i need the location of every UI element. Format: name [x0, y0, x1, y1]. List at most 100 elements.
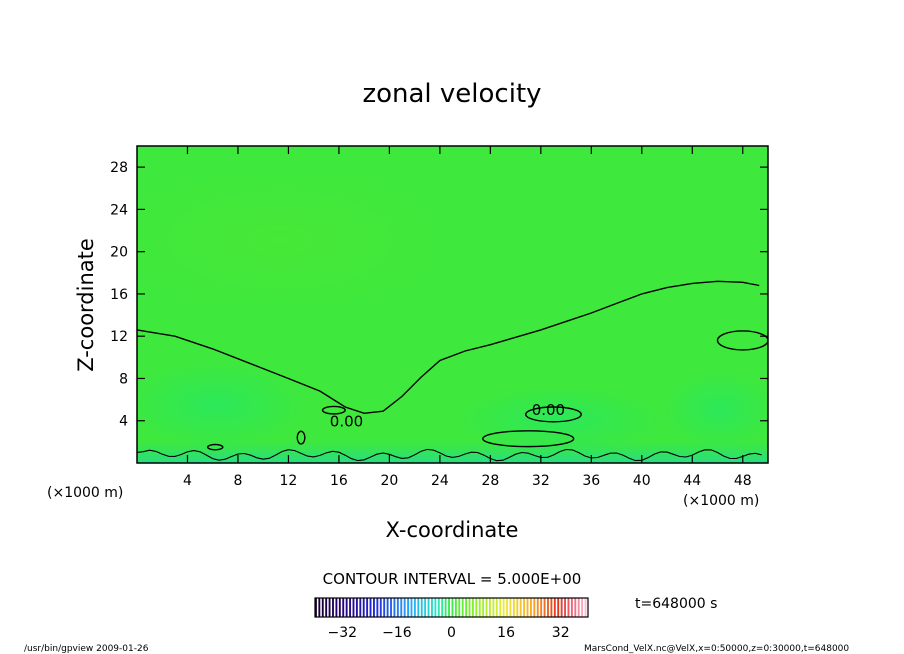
y-tick-label: 20: [110, 245, 128, 261]
colorbar-segment: [396, 598, 399, 617]
footer-right: MarsCond_VelX.nc@VelX,x=0:50000,z=0:3000…: [584, 644, 849, 654]
colorbar-segment: [321, 598, 324, 617]
y-tick-label: 4: [119, 414, 128, 430]
colorbar-segment: [516, 598, 519, 617]
colorbar-segment: [369, 598, 372, 617]
colorbar-segment: [529, 598, 532, 617]
colorbar-segment: [458, 598, 461, 617]
x-tick-label: 28: [481, 473, 499, 489]
contour-loop: [524, 406, 582, 423]
colorbar-segment: [485, 598, 488, 617]
contour-label: 0.00: [532, 401, 565, 419]
colorbar-segment: [495, 598, 498, 617]
colorbar-segment: [461, 598, 464, 617]
colorbar-segment: [553, 598, 556, 617]
time-label: t=648000 s: [635, 596, 717, 612]
colorbar-segment: [328, 598, 331, 617]
colorbar-segment: [502, 598, 505, 617]
colorbar-segment: [335, 598, 338, 617]
colorbar-tick-label: 32: [552, 625, 570, 641]
field-shade-mid: [450, 385, 670, 455]
colorbar-tick-label: −32: [328, 625, 358, 641]
y-tick-label: 8: [119, 371, 128, 387]
colorbar-segment: [523, 598, 526, 617]
colorbar-segment: [570, 598, 573, 617]
colorbar-segment: [431, 598, 433, 617]
colorbar-segment: [482, 598, 485, 617]
colorbar-segment: [560, 598, 563, 617]
colorbar-segment: [475, 598, 478, 617]
colorbar-segment: [325, 598, 328, 617]
colorbar-segment: [342, 598, 345, 617]
colorbar-segment: [509, 598, 512, 617]
colorbar-segment: [345, 598, 348, 617]
colorbar-segment: [564, 598, 566, 617]
colorbar-tick-label: 16: [497, 625, 515, 641]
colorbar-segment: [379, 598, 382, 617]
colorbar-segment: [454, 598, 457, 617]
colorbar-segment: [448, 598, 450, 617]
colorbar-segment: [451, 598, 454, 617]
colorbar-segment: [581, 598, 584, 617]
contour-loop: [716, 330, 768, 351]
x-axis: 4 8 12 16 20 24 28 32 36 40 44 48: [183, 146, 752, 489]
colorbar-segment: [362, 598, 365, 617]
colorbar-segment: [386, 598, 389, 617]
colorbar-segment: [478, 598, 481, 617]
colorbar-segment: [410, 598, 413, 617]
colorbar-segment: [417, 598, 420, 617]
colorbar-segment: [400, 598, 403, 617]
colorbar-frame: [314, 597, 589, 618]
colorbar-segment: [373, 598, 375, 617]
colorbar-tick-label: 0: [447, 625, 456, 641]
colorbar-segment: [533, 598, 536, 617]
colorbar-segment: [349, 598, 352, 617]
colorbar-segment: [427, 598, 430, 617]
contour-near-surface: [137, 448, 762, 462]
y-tick-label: 12: [110, 329, 128, 345]
colorbar-segment: [407, 598, 410, 617]
colorbar-segment: [499, 598, 502, 617]
colorbar-ticks: −32 −16 0 16 32: [328, 625, 570, 641]
colorbar-segment: [574, 598, 577, 617]
colorbar-segment: [540, 598, 543, 617]
x-tick-label: 32: [532, 473, 550, 489]
colorbar-segment: [441, 598, 444, 617]
colorbar-segment: [355, 598, 358, 617]
colorbar-segment: [468, 598, 471, 617]
colorbar-segment: [352, 598, 355, 617]
colorbar-segment: [526, 598, 529, 617]
colorbar-segment: [536, 598, 539, 617]
colorbar-segment: [437, 598, 440, 617]
colorbar-segment: [393, 598, 396, 617]
colorbar-segment: [315, 598, 317, 617]
colorbar: [315, 598, 587, 617]
plot-area: 0.00 0.00: [137, 146, 768, 463]
chart-title: zonal velocity: [362, 79, 541, 109]
colorbar-segment: [390, 598, 392, 617]
y-tick-label: 16: [110, 287, 128, 303]
colorbar-segment: [383, 598, 386, 617]
colorbar-segment: [403, 598, 406, 617]
colorbar-segment: [318, 598, 321, 617]
colorbar-segment: [420, 598, 423, 617]
colorbar-segment: [424, 598, 427, 617]
field-shade-bottom: [137, 440, 768, 463]
colorbar-segment: [519, 598, 522, 617]
colorbar-segment: [550, 598, 553, 617]
field-shade-right: [660, 370, 768, 450]
colorbar-segment: [489, 598, 491, 617]
colorbar-segment: [506, 598, 508, 617]
x-unit-label-left: (×1000 m): [47, 485, 123, 501]
colorbar-segment: [376, 598, 379, 617]
x-tick-label: 44: [683, 473, 701, 489]
colorbar-segment: [543, 598, 546, 617]
colorbar-segment: [492, 598, 495, 617]
x-tick-label: 24: [431, 473, 449, 489]
colorbar-segment: [471, 598, 474, 617]
x-tick-label: 36: [582, 473, 600, 489]
colorbar-segment: [557, 598, 560, 617]
colorbar-segment: [444, 598, 447, 617]
contour-loop: [321, 405, 346, 415]
